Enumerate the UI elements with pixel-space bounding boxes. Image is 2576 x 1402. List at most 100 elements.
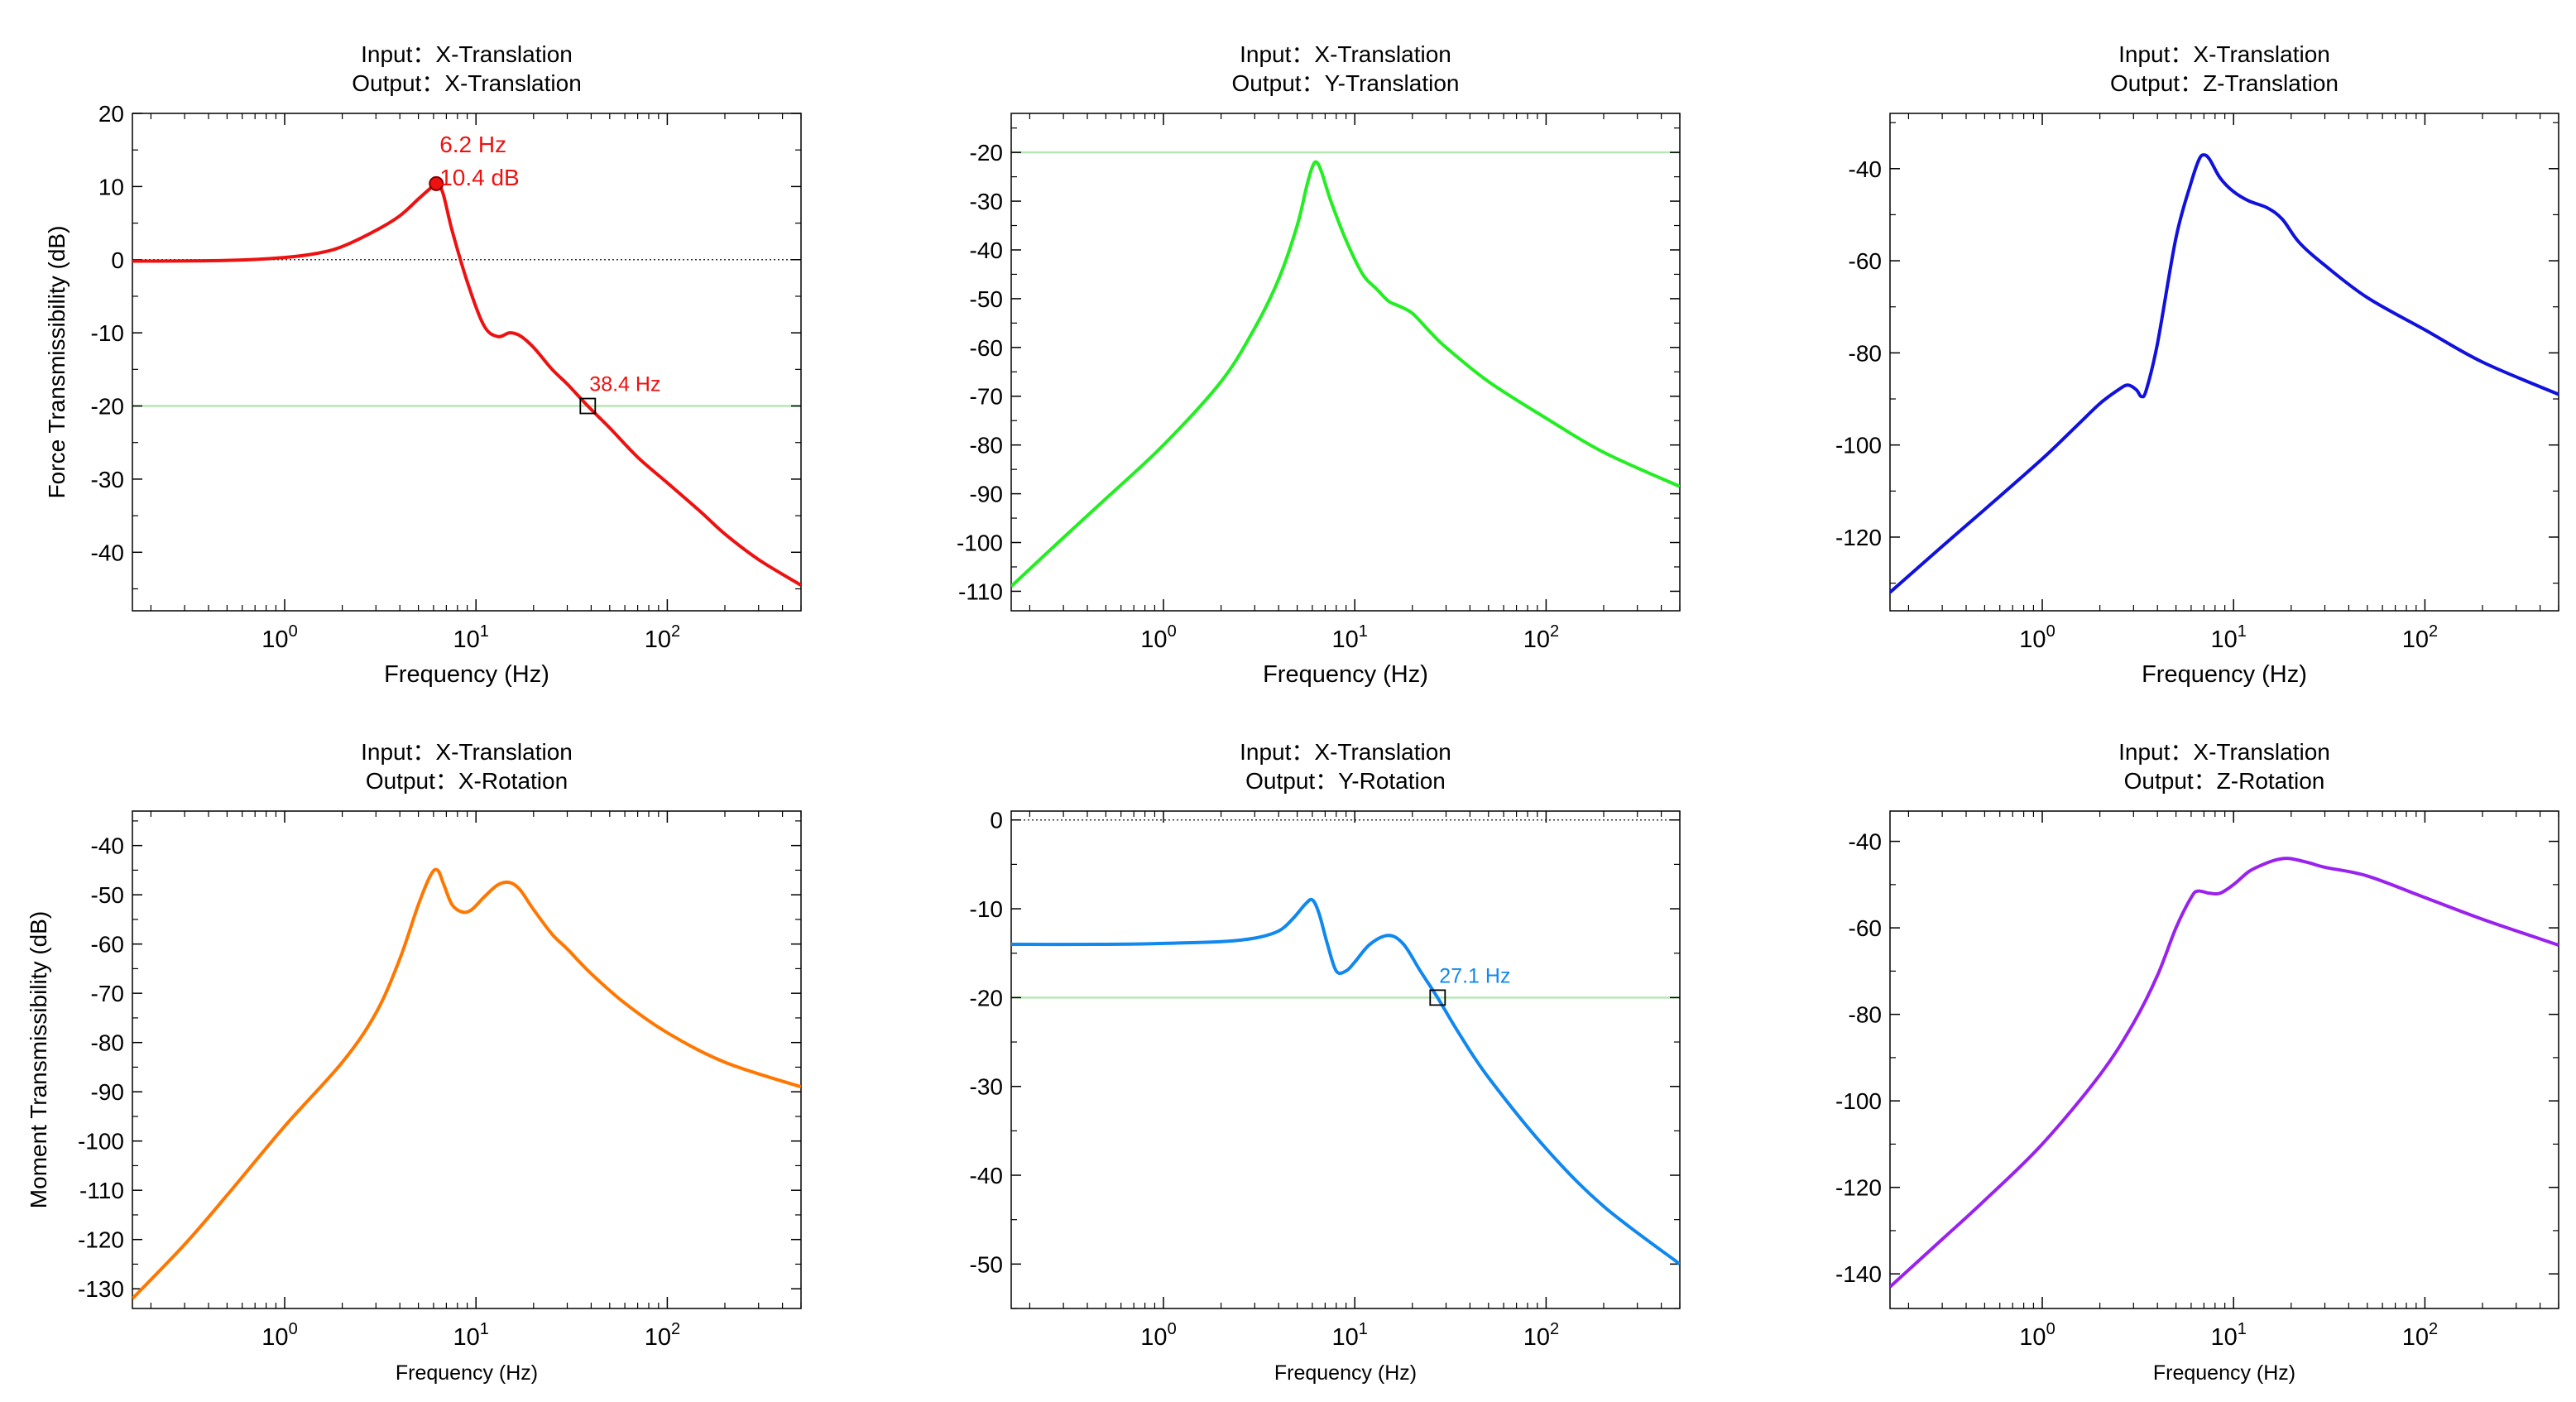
- y-tick-label: -140: [1835, 1261, 1882, 1287]
- y-tick-label: 0: [111, 247, 124, 273]
- y-tick-label: -40: [1849, 829, 1882, 855]
- x-tick-label: 101: [453, 1320, 489, 1351]
- y-tick-label: -90: [91, 1079, 124, 1105]
- y-tick-label: -100: [78, 1129, 124, 1155]
- chart-title-output: Output：Z-Translation: [2110, 70, 2339, 96]
- y-tick-label: 20: [98, 101, 124, 127]
- y-tick-label: -60: [91, 932, 124, 958]
- y-tick-label: -50: [970, 286, 1003, 312]
- series-line-y-translation: [1011, 160, 1680, 588]
- y-tick-label: -120: [1835, 1175, 1882, 1201]
- y-tick-label: -10: [91, 320, 124, 346]
- x-tick-exponent: 0: [2046, 622, 2056, 641]
- x-tick-label: 102: [1523, 622, 1559, 653]
- y-tick-label: -30: [970, 189, 1003, 214]
- y-tick-label: -60: [970, 335, 1003, 361]
- y-tick-label: -110: [958, 579, 1003, 604]
- x-tick-exponent: 1: [1359, 1320, 1368, 1338]
- x-tick-exponent: 0: [289, 1320, 298, 1338]
- crossover-frequency-label: 27.1 Hz: [1439, 964, 1510, 987]
- series-line-x-translation: [132, 181, 801, 587]
- y-tick-label: 10: [98, 174, 124, 199]
- x-tick-label: 102: [645, 622, 680, 653]
- y-tick-label: -70: [91, 981, 124, 1006]
- x-tick-label: 100: [2019, 1320, 2055, 1351]
- x-tick-exponent: 0: [289, 622, 298, 641]
- x-tick-label: 102: [1523, 1320, 1559, 1351]
- x-tick-exponent: 2: [1550, 622, 1559, 641]
- x-tick-label: 101: [1332, 622, 1368, 653]
- x-tick-label: 100: [261, 1320, 297, 1351]
- y-tick-label: -20: [970, 985, 1003, 1011]
- x-tick-label: 102: [645, 1320, 680, 1351]
- x-tick-exponent: 0: [1168, 1320, 1177, 1338]
- chart-title-input: Input：X-Translation: [361, 41, 573, 67]
- y-tick-label: -50: [91, 882, 124, 908]
- y-tick-label: -40: [91, 833, 124, 859]
- y-axis-label: Moment Transmissibility (dB): [26, 911, 51, 1208]
- x-tick-label: 101: [453, 622, 489, 653]
- x-tick-label: 100: [261, 622, 297, 653]
- x-tick-label: 101: [2211, 1320, 2247, 1351]
- y-tick-label: -120: [78, 1227, 124, 1253]
- y-tick-label: -20: [91, 394, 124, 420]
- series-line-z-translation: [1890, 153, 2559, 594]
- y-tick-label: -100: [1835, 1088, 1882, 1114]
- x-axis-label: Frequency (Hz): [1263, 661, 1428, 688]
- plot-frame: [132, 810, 802, 1309]
- x-axis-label: Frequency (Hz): [2142, 661, 2307, 688]
- y-tick-label: -120: [1835, 525, 1882, 550]
- y-axis-label: Force Transmissibility (dB): [44, 226, 70, 499]
- y-tick-label: -60: [1849, 915, 1882, 941]
- y-tick-label: -60: [1849, 248, 1882, 274]
- chart-title-input: Input：X-Translation: [1240, 739, 1451, 765]
- x-tick-exponent: 1: [480, 1320, 489, 1338]
- x-tick-exponent: 0: [1168, 622, 1177, 641]
- peak-marker: [429, 175, 444, 191]
- y-tick-label: -80: [1849, 340, 1882, 366]
- series-line-z-rotation: [1890, 856, 2559, 1289]
- y-tick-label: -40: [91, 540, 124, 565]
- x-tick-label: 100: [1140, 1320, 1176, 1351]
- y-tick-label: -20: [970, 140, 1003, 166]
- x-tick-exponent: 2: [2429, 1320, 2438, 1338]
- chart-title-input: Input：X-Translation: [1240, 41, 1451, 67]
- y-tick-label: -30: [970, 1074, 1003, 1100]
- y-tick-label: -100: [1835, 433, 1882, 459]
- x-axis-label: Frequency (Hz): [396, 1361, 538, 1385]
- chart-title-output: Output：X-Rotation: [366, 768, 568, 794]
- y-tick-label: 0: [990, 808, 1003, 833]
- y-tick-label: -110: [79, 1178, 124, 1203]
- x-tick-label: 102: [2402, 622, 2438, 653]
- x-tick-exponent: 2: [1550, 1320, 1559, 1338]
- subplot-1: Input：X-Translation Output：X-Translation 2…: [44, 41, 802, 688]
- x-tick-exponent: 1: [480, 622, 489, 641]
- chart-title-output: Output：X-Translation: [352, 70, 582, 96]
- x-tick-exponent: 1: [2238, 622, 2247, 641]
- x-tick-label: 101: [1332, 1320, 1368, 1351]
- x-tick-label: 102: [2402, 1320, 2438, 1351]
- subplot-3: Input：X-Translation Output：Z-Translation -…: [1835, 41, 2559, 688]
- y-tick-label: -10: [970, 896, 1003, 922]
- chart-title-output: Output：Z-Rotation: [2124, 768, 2325, 794]
- chart-title-output: Output：Y-Translation: [1232, 70, 1460, 96]
- subplot-5: Input：X-Translation Output：Y-Rotation 0 -10…: [970, 739, 1681, 1385]
- y-tick-label: -80: [91, 1030, 124, 1056]
- series-line-x-rotation: [132, 867, 801, 1300]
- peak-frequency-label: 6.2 Hz: [439, 132, 506, 157]
- series-line-y-rotation: [1011, 897, 1680, 1265]
- plot-frame: [1889, 113, 2559, 612]
- plot-frame: [1889, 810, 2559, 1309]
- subplot-4: Input：X-Translation Output：X-Rotation -40 -…: [26, 739, 802, 1385]
- y-tick-label: -90: [970, 482, 1003, 507]
- x-axis-label: Frequency (Hz): [1274, 1361, 1417, 1385]
- chart-title-input: Input：X-Translation: [2118, 739, 2330, 765]
- crossover-marker: [579, 397, 597, 415]
- subplot-6: Input：X-Translation Output：Z-Rotation -40 -…: [1835, 739, 2559, 1385]
- x-tick-exponent: 2: [671, 622, 680, 641]
- y-tick-label: -50: [970, 1251, 1003, 1277]
- plot-frame: [1010, 113, 1681, 612]
- y-tick-label: -100: [957, 531, 1003, 556]
- peak-magnitude-label: 10.4 dB: [439, 165, 520, 190]
